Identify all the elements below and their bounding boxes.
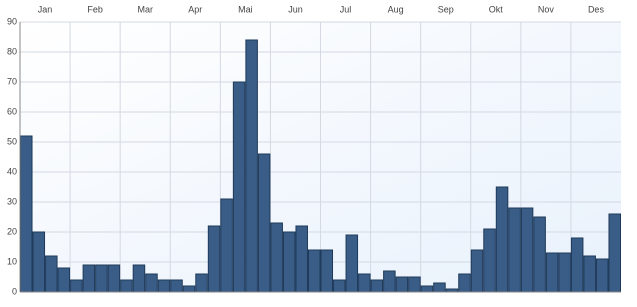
bar: [333, 279, 346, 293]
bar: [570, 237, 584, 293]
bar: [232, 81, 246, 293]
bar: [82, 264, 96, 293]
bar: [508, 207, 521, 293]
bar: [345, 234, 359, 293]
bar: [583, 255, 596, 293]
bar: [120, 279, 133, 293]
y-tick-label: 90: [7, 16, 17, 26]
y-tick-label: 10: [7, 256, 17, 266]
bar: [182, 285, 196, 293]
bar: [383, 270, 396, 293]
bar: [282, 231, 296, 293]
bar: [320, 249, 334, 293]
bar: [558, 252, 571, 293]
y-tick-label: 0: [12, 286, 17, 296]
bar: [57, 267, 71, 293]
x-tick-label: Mar: [137, 4, 153, 14]
bar: [533, 216, 546, 293]
x-tick-label: Jun: [288, 4, 303, 14]
x-tick-label: Nov: [538, 4, 555, 14]
bar: [45, 255, 58, 293]
y-tick-label: 60: [7, 106, 17, 116]
bar: [295, 225, 308, 293]
y-tick-label: 70: [7, 76, 17, 86]
bar: [107, 264, 121, 293]
bar: [270, 222, 283, 293]
bar: [608, 213, 622, 293]
bar: [545, 252, 559, 293]
bar: [132, 264, 146, 293]
bar: [145, 273, 158, 293]
bar: [433, 282, 446, 293]
bar: [495, 186, 509, 293]
bar: [358, 273, 371, 293]
bar: [520, 207, 534, 293]
x-tick-label: Mai: [238, 4, 253, 14]
bar: [257, 153, 271, 293]
bar: [95, 264, 108, 293]
x-tick-label: Apr: [188, 4, 202, 14]
x-tick-label: Aug: [388, 4, 404, 14]
x-tick-label: Okt: [489, 4, 504, 14]
bar: [20, 135, 33, 293]
y-tick-label: 20: [7, 226, 17, 236]
bar: [370, 279, 384, 293]
bar: [245, 39, 258, 293]
bar: [32, 231, 46, 293]
y-tick-label: 80: [7, 46, 17, 56]
bar: [195, 273, 208, 293]
x-tick-label: Sep: [438, 4, 454, 14]
bar: [458, 273, 471, 293]
bar: [220, 198, 233, 293]
x-tick-label: Feb: [87, 4, 103, 14]
bar: [307, 249, 321, 293]
bar: [170, 279, 183, 293]
x-tick-label: Des: [588, 4, 605, 14]
bar: [395, 276, 409, 293]
x-tick-label: Jan: [38, 4, 53, 14]
bar: [420, 285, 434, 293]
bar: [483, 228, 496, 293]
y-tick-label: 40: [7, 166, 17, 176]
bar: [408, 276, 421, 293]
bar: [207, 225, 221, 293]
y-tick-label: 30: [7, 196, 17, 206]
bar: [470, 249, 484, 293]
bar: [595, 258, 609, 293]
bar: [70, 279, 83, 293]
y-tick-label: 50: [7, 136, 17, 146]
x-tick-label: Jul: [340, 4, 352, 14]
bar: [157, 279, 171, 293]
